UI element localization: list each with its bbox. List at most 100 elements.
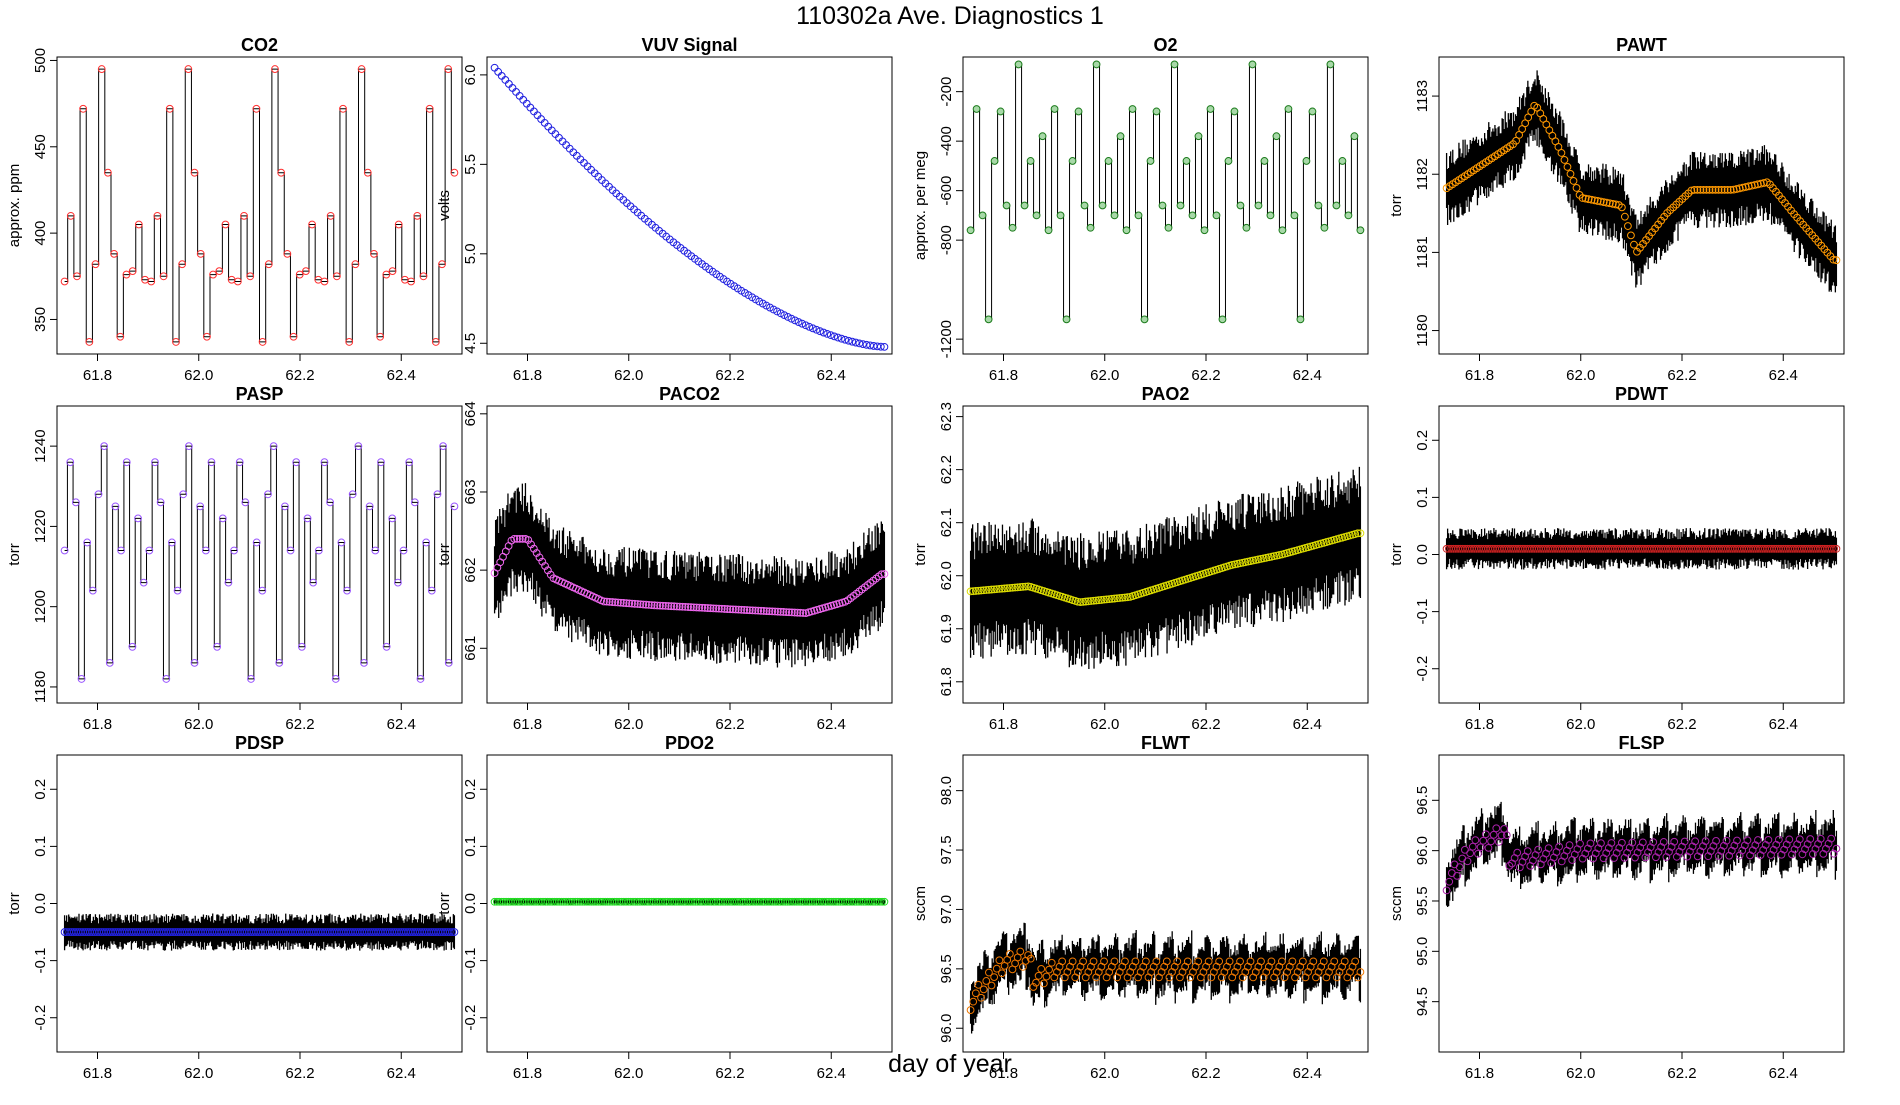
data-point — [382, 642, 391, 651]
data-point — [785, 608, 793, 617]
y-tick-label: -0.1 — [462, 948, 479, 974]
data-point — [425, 104, 434, 113]
x-tick-label: 61.8 — [1465, 716, 1494, 733]
data-point — [1605, 199, 1614, 208]
data-point — [805, 322, 814, 331]
data-point — [837, 334, 846, 343]
data-point — [1062, 315, 1071, 324]
data-point — [240, 211, 248, 220]
plot-frame — [1438, 754, 1845, 1053]
data-point — [972, 105, 981, 113]
data-point — [1050, 105, 1059, 113]
panel-title: PACO2 — [659, 384, 720, 404]
data-point — [625, 599, 634, 608]
data-point — [105, 658, 114, 667]
data-point — [494, 67, 503, 76]
data-point — [184, 65, 193, 73]
data-point — [1723, 185, 1732, 194]
data-point — [1691, 837, 1700, 846]
data-point — [1468, 842, 1477, 851]
data-point — [538, 557, 547, 566]
data-point — [834, 333, 842, 342]
figure-title: 110302a Ave. Diagnostics 1 — [796, 2, 1104, 30]
x-tick-label: 62.0 — [614, 1065, 643, 1082]
data-point — [1587, 195, 1596, 204]
x-tick-label: 62.2 — [1191, 1065, 1220, 1082]
data-point — [877, 570, 886, 579]
x-tick-label: 62.2 — [1667, 367, 1696, 384]
data-point — [370, 249, 378, 258]
data-point — [876, 342, 885, 351]
data-point — [794, 318, 803, 326]
data-point — [1332, 201, 1341, 210]
data-point — [1016, 947, 1025, 956]
y-tick-label: -600 — [938, 176, 955, 206]
data-point — [1224, 157, 1233, 165]
data-point — [996, 107, 1005, 116]
data-point — [1708, 185, 1717, 194]
y-tick-label: 5.5 — [462, 154, 479, 175]
data-point — [168, 538, 176, 547]
x-tick-label: 61.8 — [83, 716, 112, 733]
x-tick-label: 62.4 — [1293, 716, 1322, 733]
data-point — [1795, 835, 1804, 844]
data-point — [678, 602, 687, 611]
data-point — [1212, 211, 1221, 220]
data-point — [1026, 157, 1035, 165]
data-point — [780, 311, 789, 320]
data-point — [419, 272, 428, 281]
y-axis-label: torr — [6, 892, 23, 915]
data-point — [1164, 223, 1173, 232]
y-tick-label: 1180 — [32, 671, 49, 703]
plot-area — [60, 442, 459, 683]
chart-pdsp: PDSP 61.8 62.0 62.2 62.4 -0.2 -0.1 0.0 0.1 0.2 tor… — [6, 733, 463, 1082]
chart-co2: CO2 61.8 62.0 62.2 62.4 350 400 450 500 approx. p… — [6, 35, 463, 384]
data-point — [1021, 582, 1030, 591]
y-axis-label: torr — [1388, 194, 1405, 217]
data-point — [1158, 201, 1167, 210]
x-axis-label: day of year — [888, 1050, 1012, 1078]
data-point — [433, 490, 442, 499]
data-point — [796, 608, 805, 617]
data-point — [966, 587, 975, 596]
data-point — [66, 211, 75, 220]
chart-pdo2: PDO2 61.8 62.0 62.2 62.4 -0.2 -0.1 0.0 0.1 0.2 tor… — [436, 733, 893, 1082]
data-point — [1487, 837, 1495, 846]
data-point — [667, 602, 676, 611]
data-point — [998, 584, 1006, 593]
data-point — [337, 538, 346, 547]
data-point — [439, 442, 448, 451]
data-point — [1340, 957, 1349, 966]
data-point — [748, 606, 757, 615]
data-point — [179, 490, 188, 499]
data-point — [1019, 582, 1027, 591]
data-point — [819, 328, 828, 337]
data-point — [1608, 199, 1617, 208]
data-point — [1206, 105, 1215, 113]
data-point — [407, 277, 415, 286]
data-point — [1638, 838, 1647, 847]
data-point — [1696, 185, 1705, 194]
data-point — [754, 606, 763, 615]
data-point — [689, 603, 698, 612]
x-tick-label: 61.8 — [513, 367, 542, 384]
data-point — [1094, 596, 1103, 605]
x-tick-label: 62.2 — [285, 1065, 314, 1082]
x-tick-label: 61.8 — [83, 1065, 112, 1082]
x-tick-label: 62.2 — [285, 367, 314, 384]
x-tick-label: 61.8 — [989, 1065, 1018, 1082]
data-point — [1701, 837, 1710, 846]
data-point — [196, 249, 205, 258]
plot-frame — [1438, 56, 1845, 355]
y-tick-label: -0.2 — [462, 1005, 479, 1031]
data-point — [644, 600, 653, 609]
data-point — [450, 928, 459, 936]
data-point — [1079, 597, 1087, 606]
data-point — [94, 490, 103, 499]
data-point — [751, 606, 760, 615]
y-tick-label: 0.0 — [1414, 544, 1431, 565]
data-point — [388, 267, 397, 276]
data-point — [1484, 843, 1493, 852]
y-tick-label: 663 — [462, 479, 479, 504]
data-point — [1003, 584, 1012, 593]
